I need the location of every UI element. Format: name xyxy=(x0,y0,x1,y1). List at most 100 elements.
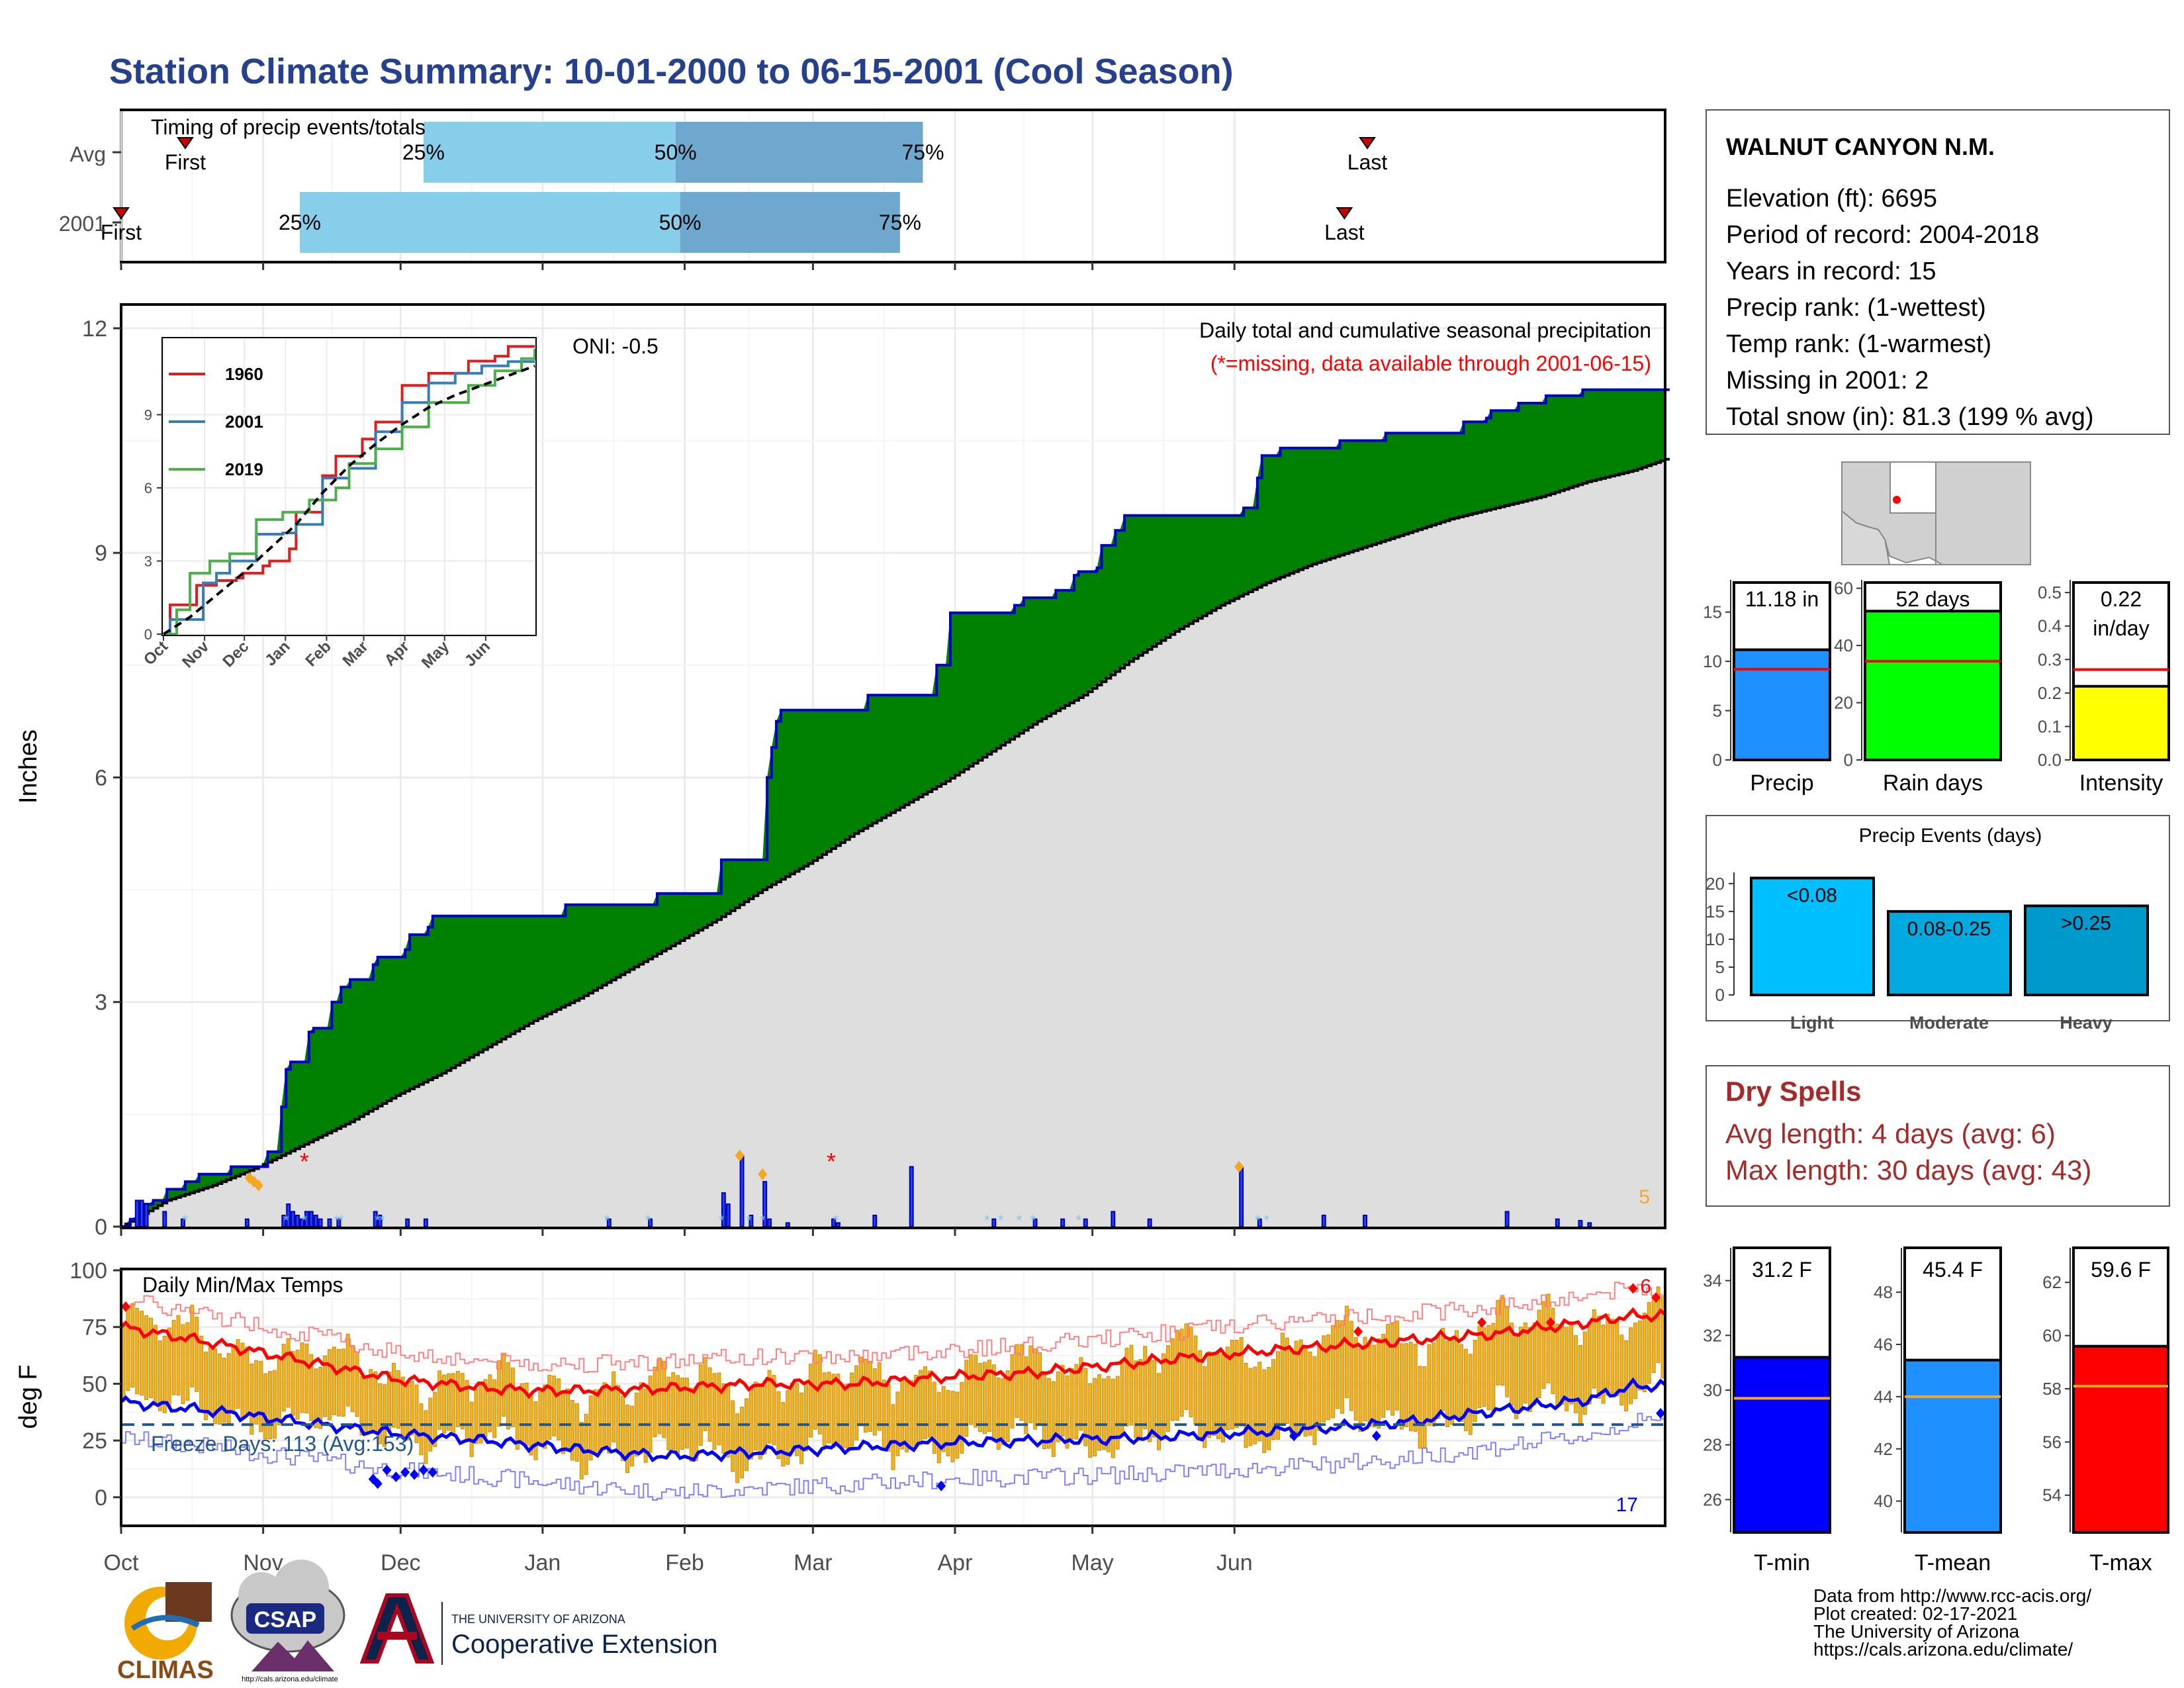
daily-temp-bar xyxy=(919,1370,923,1444)
temp-summary-label: T-mean xyxy=(1915,1550,1991,1575)
daily-temp-bar xyxy=(753,1382,758,1451)
daily-temp-bar xyxy=(689,1387,694,1462)
temp-summary-ytick-label: 44 xyxy=(1874,1387,1893,1407)
temp-summary-ytick-label: 32 xyxy=(1703,1325,1722,1345)
daily-temp-bar xyxy=(982,1362,987,1434)
daily-temp-bar xyxy=(488,1374,492,1432)
daily-temp-bar xyxy=(996,1378,1001,1450)
avg-min-temp-line xyxy=(120,1377,1666,1463)
snow-marker: * xyxy=(719,1212,725,1229)
station-name: WALNUT CANYON N.M. xyxy=(1726,133,1995,160)
timing-bar-lower xyxy=(423,122,676,183)
temp-heading: Daily Min/Max Temps xyxy=(142,1273,343,1297)
daily-precip-bar xyxy=(1321,1215,1326,1228)
daily-temp-bar xyxy=(1005,1370,1010,1442)
event-bar-label: Heavy xyxy=(2060,1013,2113,1033)
daily-temp-bar xyxy=(1619,1335,1624,1406)
summary-bar-precip xyxy=(1733,648,1831,762)
daily-temp-bar xyxy=(208,1346,212,1416)
temp-top-value: 6 xyxy=(1640,1276,1651,1297)
daily-temp-bar xyxy=(593,1389,598,1454)
record-high-diamond xyxy=(120,1301,130,1312)
max-event-diamond xyxy=(758,1168,768,1180)
timing-row-label-avg: Avg xyxy=(69,142,106,166)
daily-temp-bar xyxy=(1527,1327,1532,1412)
temp-summary-ytick-label: 58 xyxy=(2042,1379,2062,1399)
daily-temp-bar xyxy=(1253,1366,1257,1444)
timing-panel: First Last 25% 50% 75% First Last 25% 50% 75% Tim… xyxy=(59,109,1666,263)
daily-temp-bar xyxy=(1148,1356,1152,1442)
daily-temp-bar xyxy=(135,1307,140,1395)
temp-summary-bar-t-mean xyxy=(1903,1358,2002,1534)
daily-temp-bar xyxy=(653,1366,657,1438)
footer-text: Data from http://www.rcc-acis.org/ Plot … xyxy=(1813,1585,2091,1660)
inset-series-2019 xyxy=(163,349,536,635)
station-info-box: WALNUT CANYON N.M. Elevation (ft): 6695 … xyxy=(1706,109,2170,435)
daily-temp-bar xyxy=(1267,1367,1271,1450)
daily-precip-bar xyxy=(162,1211,167,1227)
daily-temp-bar xyxy=(717,1372,721,1446)
daily-temp-bar xyxy=(1336,1320,1340,1409)
temp-ytick-label: 100 xyxy=(69,1258,107,1284)
record-low-diamond xyxy=(391,1472,401,1482)
daily-precip-bar xyxy=(785,1222,790,1228)
freeze-days: Freeze Days: 113 (Avg:153) xyxy=(151,1432,414,1456)
daily-temp-bar xyxy=(1203,1366,1207,1448)
temp-summary-ytick-label: 40 xyxy=(1874,1491,1893,1511)
daily-temp-bar xyxy=(960,1382,964,1454)
daily-temp-bar xyxy=(1367,1341,1372,1427)
daily-temp-bar xyxy=(1381,1334,1386,1418)
daily-temp-bar xyxy=(245,1346,250,1414)
p25-label: 25% xyxy=(279,211,321,234)
daily-temp-bar xyxy=(978,1363,982,1432)
record-high-diamond xyxy=(1628,1283,1638,1294)
daily-temp-bar xyxy=(1574,1335,1578,1413)
csap-mountains xyxy=(251,1640,334,1671)
daily-temp-bar xyxy=(543,1384,547,1449)
daily-temp-bar xyxy=(1372,1344,1377,1428)
daily-temp-bar xyxy=(872,1368,877,1436)
csap-logo: CSAP http://cals.arizona.edu/climate xyxy=(230,1560,345,1683)
summary-ytick-label: 0 xyxy=(1713,750,1722,770)
daily-precip-bar xyxy=(725,1203,731,1227)
daily-temp-bar xyxy=(1404,1343,1408,1427)
temp-summary-ytick-label: 46 xyxy=(1874,1335,1893,1354)
temp-ytick-label: 75 xyxy=(82,1315,107,1340)
daily-temp-bar xyxy=(1358,1348,1363,1432)
daily-temp-bar xyxy=(295,1350,300,1420)
daily-temp-bar xyxy=(1097,1374,1101,1451)
daily-temp-bar xyxy=(520,1383,524,1444)
daily-temp-bar xyxy=(831,1374,836,1448)
climas-emblem-wave xyxy=(130,1615,200,1631)
daily-temp-bar xyxy=(625,1404,629,1474)
summary-value-text: 52 days xyxy=(1895,587,1970,611)
daily-temp-bar xyxy=(1060,1364,1065,1437)
daily-temp-bar xyxy=(662,1360,666,1438)
daily-temp-bar xyxy=(171,1320,176,1395)
snow-marker: * xyxy=(1255,1212,1261,1229)
daily-temp-bar xyxy=(1468,1354,1473,1435)
daily-temp-bar xyxy=(781,1402,786,1467)
event-bar-moderate xyxy=(1887,910,2012,997)
daily-temp-bar xyxy=(1441,1328,1445,1411)
event-bar-label: Moderate xyxy=(1909,1013,1989,1033)
daily-temp-bar xyxy=(1212,1352,1216,1436)
daily-temp-bar xyxy=(1165,1345,1170,1432)
daily-temp-bar xyxy=(1184,1323,1189,1410)
temp-bottom-value: 17 xyxy=(1616,1494,1638,1516)
daily-precip-bar xyxy=(1578,1219,1583,1228)
month-label-mar: Mar xyxy=(794,1550,833,1575)
temp-summary-value: 45.4 F xyxy=(1923,1258,1983,1282)
daily-temp-bar xyxy=(745,1398,749,1472)
daily-temp-bar xyxy=(199,1335,204,1413)
snow-marker: * xyxy=(984,1212,990,1229)
daily-temp-bar xyxy=(1308,1351,1312,1436)
station-line-3: Years in record: 15 xyxy=(1726,258,1936,285)
daily-temp-bar xyxy=(941,1386,946,1452)
summary-ytick-label: 0.2 xyxy=(2038,683,2062,703)
inset-ytick-label: 3 xyxy=(144,553,152,570)
summary-ytick-label: 0.0 xyxy=(2038,750,2062,770)
daily-temp-bar xyxy=(991,1364,996,1440)
daily-precip-bar xyxy=(1363,1215,1368,1228)
precip-ytick-label: 6 xyxy=(95,765,107,790)
